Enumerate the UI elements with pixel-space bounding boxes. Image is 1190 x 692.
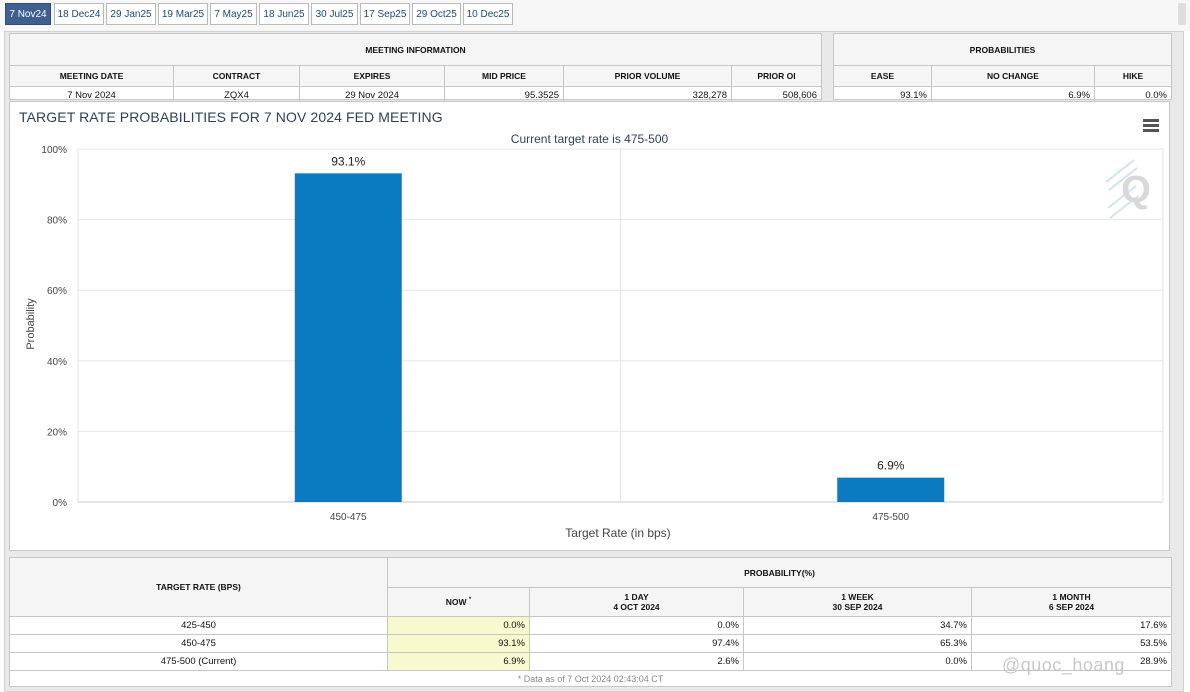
- probabilities-panel: PROBABILITIES EASE NO CHANGE HIKE 93.1% …: [833, 33, 1172, 104]
- target-rate-chart-panel: TARGET RATE PROBABILITIES FOR 7 NOV 2024…: [9, 101, 1170, 551]
- prior-volume-value: 328,278: [563, 86, 732, 104]
- quikstrike-logo-icon: Q: [1105, 159, 1151, 219]
- meeting-information-title: MEETING INFORMATION: [10, 34, 821, 66]
- week-cell: 34.7%: [743, 616, 972, 635]
- tab-18-jun25[interactable]: 18 Jun25: [259, 3, 309, 25]
- table-row: 450-475 93.1% 97.4% 65.3% 53.5%: [9, 634, 1172, 653]
- table-row: 475-500 (Current) 6.9% 2.6% 0.0% 28.9%: [9, 652, 1172, 671]
- chart-title: TARGET RATE PROBABILITIES FOR 7 NOV 2024…: [19, 109, 443, 125]
- header-now: NOW *: [387, 587, 530, 617]
- day-cell: 97.4%: [529, 634, 744, 653]
- meeting-information-panel: MEETING INFORMATION MEETING DATE CONTRAC…: [9, 33, 822, 104]
- chart-subtitle: Current target rate is 475-500: [510, 132, 669, 146]
- header-probability: PROBABILITY(%): [387, 557, 1172, 588]
- expires-value: 29 Nov 2024: [299, 86, 445, 104]
- prior-oi-value: 508,606: [782, 90, 817, 101]
- probabilities-title: PROBABILITIES: [834, 34, 1171, 66]
- day-cell: 0.0%: [529, 616, 744, 635]
- month-cell: 53.5%: [971, 634, 1172, 653]
- header-1-day: 1 DAY 4 OCT 2024: [529, 587, 744, 617]
- no-change-value: 6.9%: [931, 86, 1095, 104]
- y-tick-label: 20%: [47, 427, 67, 438]
- table-row: 425-450 0.0% 0.0% 34.7% 17.6%: [9, 616, 1172, 635]
- header-mid-price: MID PRICE: [444, 65, 564, 87]
- header-contract: CONTRACT: [173, 65, 300, 87]
- y-tick-label: 0%: [53, 498, 68, 509]
- rate-cell: 475-500 (Current): [9, 652, 388, 671]
- probability-history-panel: TARGET RATE (BPS) PROBABILITY(%) NOW * 1…: [9, 557, 1172, 687]
- x-tick-label: 475-500: [872, 512, 909, 523]
- hamburger-menu-icon[interactable]: [1143, 119, 1159, 132]
- bar-450-475: [294, 173, 402, 502]
- rate-cell: 425-450: [9, 616, 388, 635]
- week-cell: 0.0%: [743, 652, 972, 671]
- header-target-rate: TARGET RATE (BPS): [9, 557, 388, 617]
- now-cell: 6.9%: [387, 652, 530, 671]
- y-tick-label: 60%: [47, 286, 67, 297]
- y-tick-label: 100%: [41, 145, 67, 156]
- header-meeting-date: MEETING DATE: [10, 65, 174, 87]
- header-expires: EXPIRES: [299, 65, 445, 87]
- tab-29-jan25[interactable]: 29 Jan25: [106, 3, 156, 25]
- tab-7-nov24[interactable]: 7 Nov24: [5, 3, 51, 25]
- tab-18-dec24[interactable]: 18 Dec24: [54, 3, 104, 25]
- header-no-change: NO CHANGE: [931, 65, 1095, 87]
- meeting-date-value: 7 Nov 2024: [10, 86, 174, 104]
- y-tick-label: 40%: [47, 357, 67, 368]
- tab-17-sep25[interactable]: 17 Sep25: [360, 3, 410, 25]
- y-tick-label: 80%: [47, 216, 67, 227]
- header-ease: EASE: [834, 65, 932, 87]
- header-1-month: 1 MONTH 6 SEP 2024: [971, 587, 1172, 617]
- now-cell: 93.1%: [387, 634, 530, 653]
- tab-scroll-handle[interactable]: [1178, 3, 1186, 25]
- bar-chart: 0% 20% 40% 60% 80% 100% 93.1% 450-475 6.9% 475-50…: [25, 145, 1164, 540]
- y-axis-label: Probability: [25, 298, 37, 350]
- meeting-tab-bar: 7 Nov24 18 Dec24 29 Jan25 19 Mar25 7 May…: [0, 0, 1190, 31]
- header-prior-oi: PRIOR OI: [731, 65, 821, 87]
- month-cell: 17.6%: [971, 616, 1172, 635]
- data-timestamp-footnote: * Data as of 7 Oct 2024 02:43:04 CT: [517, 674, 664, 684]
- rate-cell: 450-475: [9, 634, 388, 653]
- tab-7-may25[interactable]: 7 May25: [210, 3, 257, 25]
- month-cell: 28.9%: [971, 652, 1172, 671]
- day-cell: 2.6%: [529, 652, 744, 671]
- header-hike: HIKE: [1094, 65, 1171, 87]
- x-axis-label: Target Rate (in bps): [565, 526, 670, 540]
- header-prior-volume: PRIOR VOLUME: [563, 65, 732, 87]
- hike-value: 0.0%: [1145, 90, 1167, 101]
- tab-10-dec25[interactable]: 10 Dec25: [463, 3, 513, 25]
- tab-29-oct25[interactable]: 29 Oct25: [412, 3, 461, 25]
- week-cell: 65.3%: [743, 634, 972, 653]
- x-tick-label: 450-475: [330, 512, 367, 523]
- now-cell: 0.0%: [387, 616, 530, 635]
- mid-price-value: 95.3525: [444, 86, 564, 104]
- bar-data-label: 93.1%: [331, 154, 365, 168]
- bar-data-label: 6.9%: [877, 459, 905, 473]
- tab-30-jul25[interactable]: 30 Jul25: [311, 3, 358, 25]
- tab-19-mar25[interactable]: 19 Mar25: [158, 3, 208, 25]
- watermark: @quoc_hoang: [1002, 655, 1125, 675]
- ease-value: 93.1%: [834, 86, 932, 104]
- logo-letter: Q: [1121, 169, 1151, 211]
- contract-value: ZQX4: [173, 86, 300, 104]
- bar-475-500: [837, 477, 945, 502]
- header-1-week: 1 WEEK 30 SEP 2024: [743, 587, 972, 617]
